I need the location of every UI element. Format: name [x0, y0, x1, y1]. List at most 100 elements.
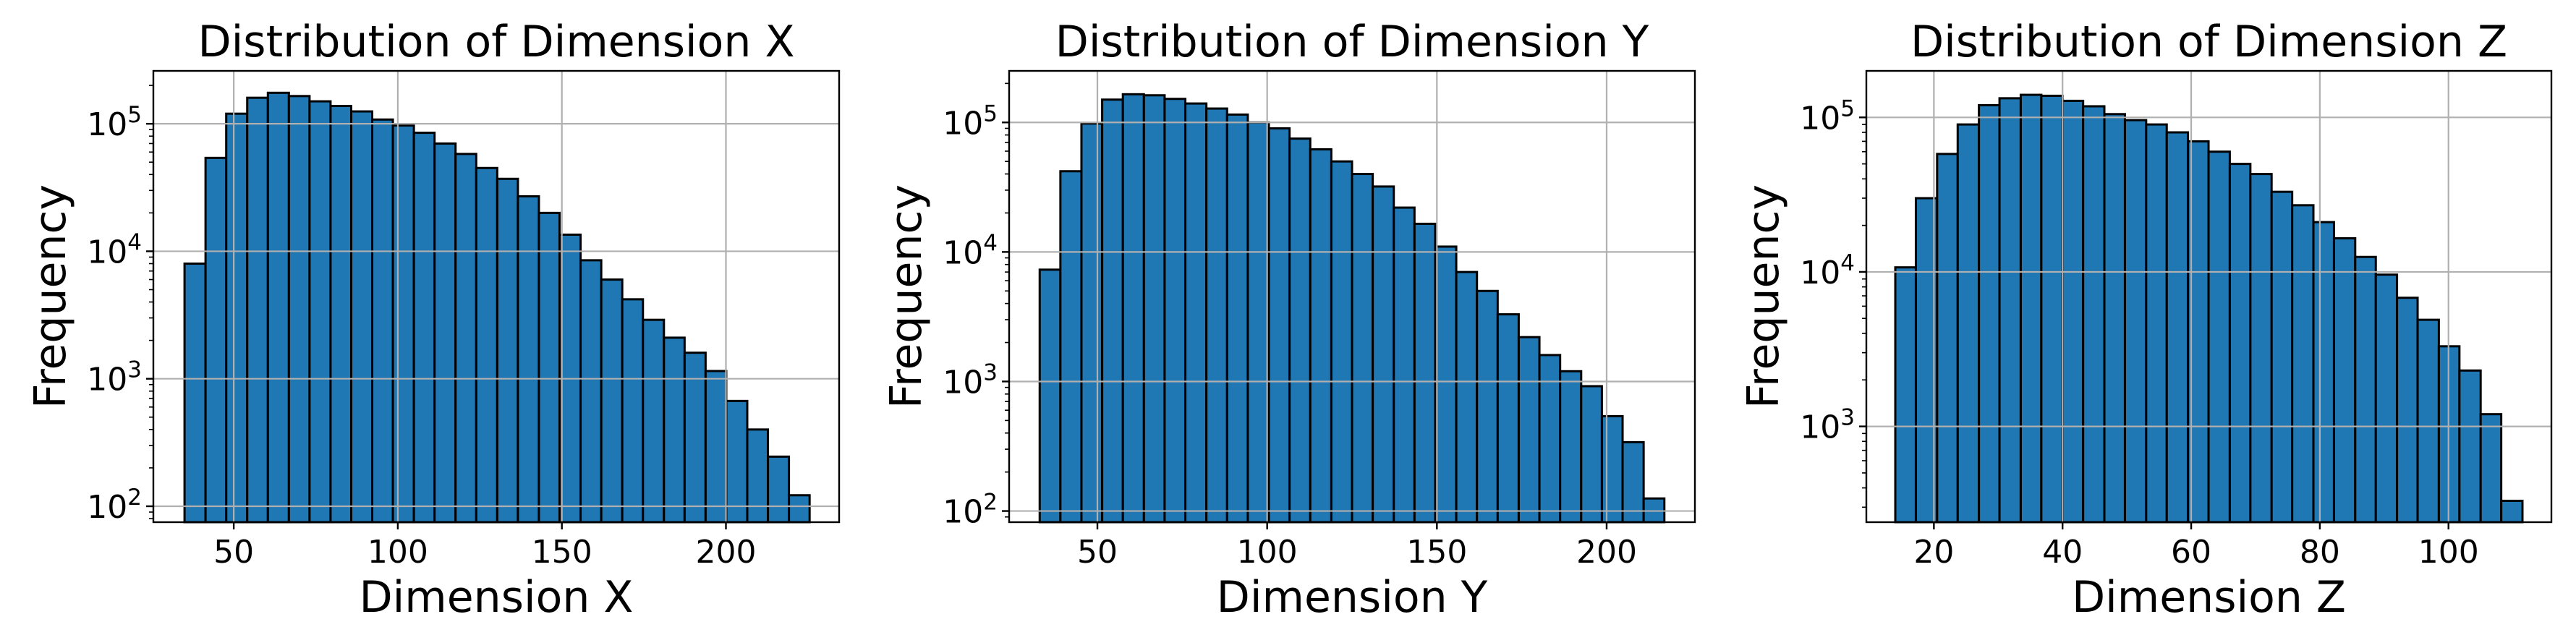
- histogram-bar: [2165, 131, 2190, 524]
- y-tick-label: 103: [1800, 405, 1855, 446]
- histogram-bar: [287, 95, 311, 524]
- histogram-bar: [183, 263, 207, 524]
- histogram-bar: [1517, 336, 1541, 524]
- histogram-bar: [1142, 94, 1166, 524]
- y-tick-exponent: 3: [1840, 405, 1855, 431]
- histogram-bar: [1413, 222, 1437, 524]
- y-tick-exponent: 3: [983, 359, 998, 385]
- x-tick-label: 150: [532, 534, 592, 571]
- x-tick-label: 80: [2300, 534, 2340, 571]
- histogram-bar: [1225, 113, 1249, 524]
- y-tick-label: 103: [87, 357, 142, 399]
- bars: [1038, 93, 1666, 524]
- x-tick-label: 40: [2042, 534, 2083, 571]
- x-tick-label: 50: [1077, 534, 1118, 571]
- y-tick-exponent: 4: [127, 229, 142, 255]
- histogram-bar: [2123, 119, 2148, 524]
- histogram-bar: [642, 318, 666, 524]
- histogram-bar: [1184, 102, 1208, 524]
- histogram-bar: [1101, 98, 1124, 524]
- y-tick-base: 10: [1800, 409, 1840, 446]
- histogram-bar: [308, 100, 332, 524]
- y-tick-label: 104: [1800, 250, 1855, 291]
- y-axis-label: Frequency: [881, 184, 932, 409]
- histogram-bar: [204, 156, 228, 524]
- x-axis-label: Dimension X: [359, 572, 633, 623]
- histogram-bar: [1372, 185, 1395, 524]
- histogram-bar: [1059, 170, 1083, 524]
- x-tick-label: 100: [1237, 534, 1298, 571]
- grid: [1009, 71, 1695, 522]
- y-minor-ticks: [149, 85, 153, 519]
- histogram-bar: [1288, 137, 1312, 524]
- histogram-bar: [1621, 440, 1645, 524]
- histogram-bar: [600, 278, 624, 524]
- y-tick-exponent: 5: [983, 101, 998, 127]
- y-tick-base: 10: [87, 106, 127, 143]
- histogram-bar: [391, 124, 415, 524]
- histogram-bar: [2312, 221, 2335, 524]
- y-tick-exponent: 5: [127, 102, 142, 128]
- histogram-bar: [1121, 93, 1145, 524]
- histogram-bar: [1956, 123, 1981, 524]
- histogram-bar: [2103, 113, 2126, 524]
- chart-panel-2: Distribution of Dimension Y 50 100 150 200 10…: [881, 17, 1696, 623]
- y-tick-exponent: 2: [983, 490, 998, 516]
- histogram-bar: [1998, 97, 2022, 524]
- histogram-bar: [2458, 369, 2482, 524]
- histogram-bar: [2270, 190, 2294, 524]
- y-tick-label: 105: [87, 102, 142, 143]
- histogram-bar: [1580, 385, 1603, 524]
- histogram-bar: [746, 428, 770, 524]
- histogram-bar: [475, 166, 498, 524]
- histogram-bar: [1309, 148, 1332, 524]
- histogram-bar: [1476, 289, 1499, 524]
- plot-frame: [152, 69, 841, 524]
- x-tick-label: 100: [367, 534, 428, 571]
- y-tick-exponent: 2: [127, 485, 142, 511]
- y-tick-label: 105: [943, 101, 998, 142]
- histogram-bar: [2249, 173, 2273, 524]
- histogram-bar: [1496, 313, 1520, 524]
- histogram-bar: [246, 96, 269, 524]
- histogram-bar: [2354, 255, 2377, 524]
- histogram-bar: [1351, 173, 1374, 524]
- y-tick-label: 103: [943, 359, 998, 401]
- histogram-bar: [2396, 297, 2419, 524]
- histogram-bar: [2145, 123, 2168, 524]
- histogram-bar: [433, 142, 457, 524]
- y-tick-exponent: 4: [1840, 250, 1855, 276]
- grid: [1866, 71, 2551, 522]
- histogram-bar: [1455, 270, 1479, 524]
- y-tick-base: 10: [943, 234, 983, 271]
- histogram-bar: [1163, 98, 1187, 524]
- x-tick-label: 150: [1406, 534, 1467, 571]
- histogram-bar: [2332, 236, 2357, 524]
- y-tick-label: 104: [943, 230, 998, 271]
- y-tick-base: 10: [1800, 255, 1840, 291]
- histogram-bar: [767, 455, 791, 524]
- y-tick-exponent: 3: [127, 357, 142, 383]
- y-tick-base: 10: [87, 362, 127, 399]
- histogram-bar: [517, 195, 540, 524]
- y-tick-label: 102: [87, 485, 142, 526]
- chart-title: Distribution of Dimension X: [197, 17, 794, 67]
- histogram-bar: [1330, 160, 1353, 524]
- histogram-bar: [1246, 121, 1270, 524]
- y-axis-label: Frequency: [25, 184, 76, 409]
- y-tick-base: 10: [1800, 100, 1840, 137]
- plot-frame: [1008, 69, 1696, 524]
- chart-panel-3: Distribution of Dimension Z 20 40 60 80 100 10…: [1738, 17, 2553, 623]
- x-tick-label: 200: [696, 534, 757, 571]
- x-tick-label: 50: [213, 534, 254, 571]
- histogram-bar: [1600, 414, 1624, 524]
- histogram-bar: [350, 110, 374, 524]
- histogram-bar: [2061, 99, 2085, 524]
- histogram-bar: [1936, 153, 1959, 524]
- chart-title: Distribution of Dimension Y: [1055, 17, 1649, 67]
- histogram-bar: [1894, 266, 1917, 524]
- y-tick-label: 102: [943, 490, 998, 531]
- histogram-bar: [537, 211, 561, 524]
- plot-frame: [1865, 69, 2553, 524]
- histogram-bar: [1978, 103, 2001, 524]
